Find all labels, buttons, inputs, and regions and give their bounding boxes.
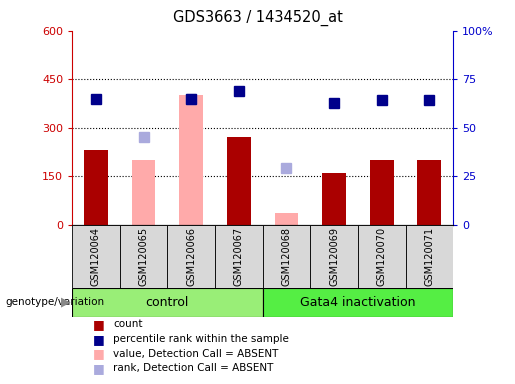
Text: ▶: ▶ — [61, 296, 71, 309]
Text: GSM120066: GSM120066 — [186, 227, 196, 286]
Text: ■: ■ — [93, 318, 105, 331]
Text: count: count — [113, 319, 143, 329]
Bar — [358, 225, 405, 288]
Text: control: control — [146, 296, 189, 309]
Bar — [263, 225, 310, 288]
Text: GSM120065: GSM120065 — [139, 227, 148, 286]
Text: value, Detection Call = ABSENT: value, Detection Call = ABSENT — [113, 349, 279, 359]
Text: Gata4 inactivation: Gata4 inactivation — [300, 296, 416, 309]
Bar — [322, 173, 346, 225]
Bar — [119, 225, 167, 288]
Text: GSM120069: GSM120069 — [329, 227, 339, 286]
Bar — [227, 137, 251, 225]
Bar — [263, 288, 453, 317]
Bar — [179, 95, 203, 225]
Text: ■: ■ — [93, 362, 105, 375]
Bar — [405, 225, 453, 288]
Bar — [72, 288, 263, 317]
Bar — [274, 214, 298, 225]
Text: GSM120064: GSM120064 — [91, 227, 101, 286]
Bar — [215, 225, 263, 288]
Bar — [72, 225, 119, 288]
Bar — [370, 160, 393, 225]
Text: ■: ■ — [93, 333, 105, 346]
Text: percentile rank within the sample: percentile rank within the sample — [113, 334, 289, 344]
Text: GSM120068: GSM120068 — [282, 227, 291, 286]
Text: GSM120070: GSM120070 — [377, 227, 387, 286]
Bar — [84, 150, 108, 225]
Bar — [418, 160, 441, 225]
Text: GDS3663 / 1434520_at: GDS3663 / 1434520_at — [173, 10, 342, 26]
Bar — [310, 225, 358, 288]
Text: GSM120071: GSM120071 — [424, 227, 434, 286]
Text: GSM120067: GSM120067 — [234, 227, 244, 286]
Text: genotype/variation: genotype/variation — [5, 297, 104, 308]
Bar — [167, 225, 215, 288]
Bar — [132, 160, 156, 225]
Text: ■: ■ — [93, 347, 105, 360]
Text: rank, Detection Call = ABSENT: rank, Detection Call = ABSENT — [113, 363, 273, 373]
